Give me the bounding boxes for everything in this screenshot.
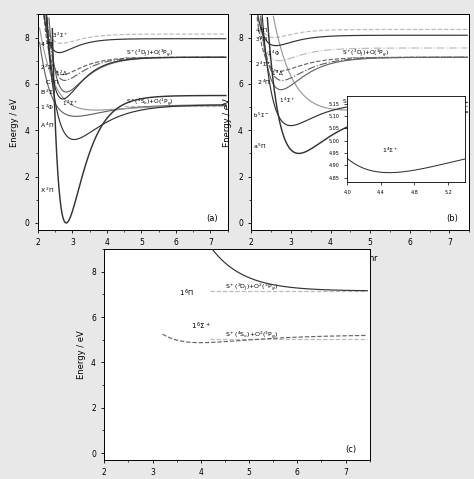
Text: S$^+$($^4$S$_o$)+O$^2$($^3$P$_g$): S$^+$($^4$S$_o$)+O$^2$($^3$P$_g$) — [225, 330, 278, 341]
Text: 1$\,^2\Delta$: 1$\,^2\Delta$ — [55, 68, 68, 78]
Text: S$^+$($^4$S$_o$)+O($^1$P$_g$): S$^+$($^4$S$_o$)+O($^1$P$_g$) — [126, 97, 173, 108]
Text: 1$\,^4\Sigma^+$: 1$\,^4\Sigma^+$ — [279, 95, 295, 104]
Text: 1$\,^6\Pi$: 1$\,^6\Pi$ — [179, 288, 194, 299]
Text: S$^+$($^2$D$_J$)+O($^3$P$_g$): S$^+$($^2$D$_J$)+O($^3$P$_g$) — [126, 48, 173, 59]
Text: X$\,^2\Pi$: X$\,^2\Pi$ — [40, 186, 54, 195]
Text: (a): (a) — [206, 215, 218, 223]
Text: S$^+$($^2$D$_J$)+O($^3$P$_g$): S$^+$($^2$D$_J$)+O($^3$P$_g$) — [342, 48, 390, 59]
Y-axis label: Energy / eV: Energy / eV — [76, 330, 85, 379]
Text: A$\,^4\Pi$: A$\,^4\Pi$ — [40, 121, 54, 130]
Text: 1$\,^4\Delta$: 1$\,^4\Delta$ — [271, 68, 284, 78]
X-axis label: $R_{SO}$/bohr: $R_{SO}$/bohr — [113, 253, 152, 265]
Text: S$^+$($^4$S$_o$)+O($^3$P$_g$): S$^+$($^4$S$_o$)+O($^3$P$_g$) — [342, 97, 390, 108]
Text: a$\,^5\Pi$: a$\,^5\Pi$ — [253, 142, 267, 151]
Text: 3$\,^2\Sigma^+$: 3$\,^2\Sigma^+$ — [52, 31, 68, 40]
Text: 4$\,^4\Pi$: 4$\,^4\Pi$ — [255, 26, 268, 35]
Text: (c): (c) — [346, 445, 356, 454]
Text: 2$\,^4\Pi$: 2$\,^4\Pi$ — [257, 78, 271, 87]
X-axis label: $R_{SO}$/bohr: $R_{SO}$/bohr — [341, 253, 380, 265]
Text: b$\,^5\Sigma^-$: b$\,^5\Sigma^-$ — [253, 111, 269, 120]
Text: 4$\,^2\Pi$: 4$\,^2\Pi$ — [40, 40, 54, 49]
Text: (b): (b) — [447, 215, 458, 223]
Text: B$\,^2\Sigma$: B$\,^2\Sigma$ — [40, 87, 54, 97]
Text: 2$\,^2\Sigma^+$: 2$\,^2\Sigma^+$ — [40, 63, 56, 72]
Text: 1$\,^6\Sigma^+$: 1$\,^6\Sigma^+$ — [191, 321, 211, 332]
Text: C$\,^2\Pi$: C$\,^2\Pi$ — [45, 78, 59, 87]
Text: 1$\,^4\Phi$: 1$\,^4\Phi$ — [267, 49, 280, 58]
Text: S$^+$($^2$D$_J$)+O$^2$($^3$P$_g$): S$^+$($^2$D$_J$)+O$^2$($^3$P$_g$) — [225, 282, 278, 293]
Text: 2$\,^4\Sigma^+$: 2$\,^4\Sigma^+$ — [255, 59, 271, 68]
Text: 1$\,^2\Phi$: 1$\,^2\Phi$ — [40, 103, 54, 112]
Y-axis label: Energy / eV: Energy / eV — [10, 98, 19, 147]
Text: 1$\,^2\Sigma^+$: 1$\,^2\Sigma^+$ — [62, 99, 78, 108]
Y-axis label: Energy / eV: Energy / eV — [223, 98, 232, 147]
Text: 3$\,^4\Pi$: 3$\,^4\Pi$ — [255, 34, 268, 44]
